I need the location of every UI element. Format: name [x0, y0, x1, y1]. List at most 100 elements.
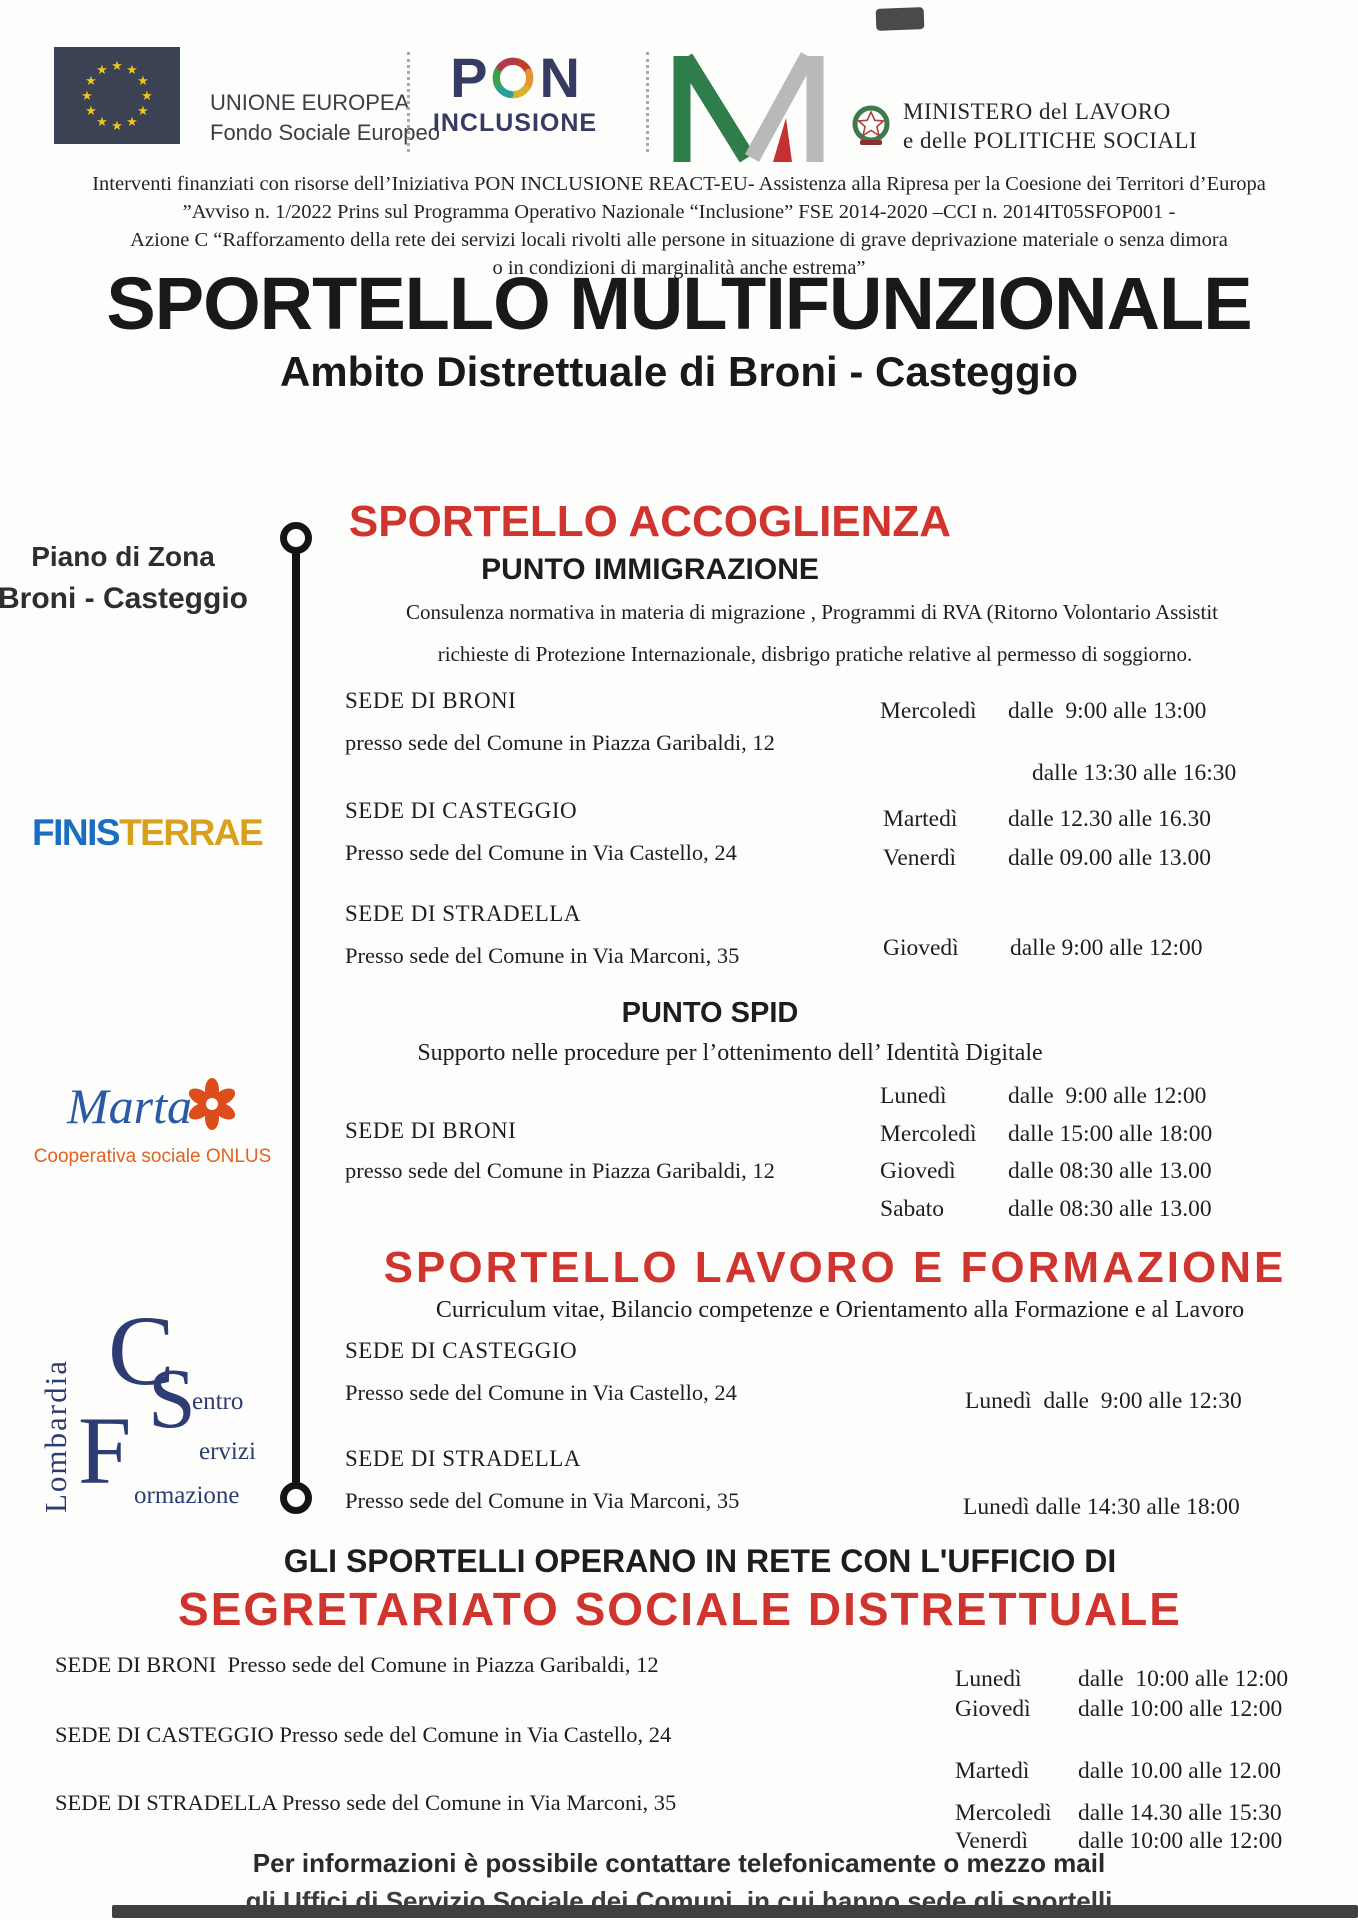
timeline-circle-top: [280, 522, 312, 554]
scan-smudge: [875, 7, 925, 31]
marta-logo: Marta Cooperativa sociale ONLUS: [30, 1078, 275, 1168]
acc-casteggio-hours2: dalle 09.00 alle 13.00: [1008, 845, 1211, 871]
seg-broni-row: SEDE DI BRONI Presso sede del Comune in …: [55, 1652, 659, 1677]
spid-hours-4: dalle 08:30 alle 13.00: [1008, 1196, 1212, 1222]
section-title-accoglienza: SPORTELLO ACCOGLIENZA: [348, 497, 952, 546]
ministry-line2: e delle POLITICHE SOCIALI: [903, 128, 1198, 153]
svg-text:★: ★: [85, 74, 97, 89]
acc-stradella-name: SEDE DI STRADELLA: [345, 901, 581, 926]
lav-stradella-schedule: Lunedì dalle 14:30 alle 18:00: [963, 1494, 1240, 1520]
acc-casteggio-address: Presso sede del Comune in Via Castello, …: [345, 840, 737, 865]
svg-text:★: ★: [111, 59, 123, 74]
marta-subtitle: Cooperativa sociale ONLUS: [33, 1146, 272, 1167]
lav-stradella-name: SEDE DI STRADELLA: [345, 1446, 581, 1471]
header-divider-right: [646, 52, 649, 152]
acc-stradella-address: Presso sede del Comune in Via Marconi, 3…: [345, 943, 740, 968]
eu-flag-icon: ★ ★★ ★★★ ★★★ ★★★: [54, 47, 180, 144]
seg-casteggio-row: SEDE DI CASTEGGIO Presso sede del Comune…: [55, 1722, 672, 1747]
spid-hours-1: dalle 9:00 alle 12:00: [1008, 1083, 1207, 1109]
marta-wordmark: Marta: [67, 1078, 192, 1134]
spid-hours-2: dalle 15:00 alle 18:00: [1008, 1121, 1213, 1147]
piano-line1: Piano di Zona: [31, 541, 215, 572]
italy-emblem-icon: [852, 105, 890, 145]
svg-text:★: ★: [137, 104, 149, 119]
segretariato-pretitle: GLI SPORTELLI OPERANO IN RETE CON L'UFFI…: [283, 1543, 1117, 1579]
eu-label: UNIONE EUROPEA Fondo Sociale Europeo: [210, 88, 440, 148]
seg-stradella-row: SEDE DI STRADELLA Presso sede del Comune…: [55, 1790, 677, 1815]
svg-text:★: ★: [111, 119, 123, 134]
spid-broni-address: presso sede del Comune in Piazza Garibal…: [345, 1158, 775, 1183]
acc-broni-hours2: dalle 13:30 alle 16:30: [1032, 760, 1237, 786]
immigrazione-desc-1: Consulenza normativa in materia di migra…: [406, 600, 1218, 624]
spid-day-3: Giovedì: [880, 1158, 956, 1184]
section-title-spid: PUNTO SPID: [621, 997, 799, 1029]
ministry-label: MINISTERO del LAVORO e delle POLITICHE S…: [903, 97, 1197, 155]
timeline-circle-bottom: [280, 1482, 312, 1514]
marta-flower-icon: [188, 1078, 236, 1130]
seg-stradella-hours2: dalle 10:00 alle 12:00: [1078, 1828, 1283, 1854]
svg-text:★: ★: [81, 89, 93, 104]
acc-broni-day1: Mercoledì: [880, 698, 977, 724]
lav-stradella-address: Presso sede del Comune in Via Marconi, 3…: [345, 1488, 740, 1513]
acc-casteggio-name: SEDE DI CASTEGGIO: [345, 798, 578, 823]
header-divider-left: [407, 52, 410, 152]
spid-desc: Supporto nelle procedure per l’ottenimen…: [417, 1040, 1043, 1066]
finisterrae-part2: TERRAE: [119, 812, 264, 853]
csf-letter-c: C: [108, 1295, 175, 1406]
finisterrae-logo: FINISTERRAE: [32, 812, 264, 854]
section-title-lavoro: SPORTELLO LAVORO E FORMAZIONE: [383, 1243, 1287, 1292]
svg-text:★: ★: [126, 115, 138, 130]
seg-broni-day2: Giovedì: [955, 1696, 1031, 1722]
svg-text:★: ★: [85, 104, 97, 119]
piano-di-zona-logo: Piano di Zona Broni - Casteggio: [0, 536, 264, 620]
seg-broni-hours1: dalle 10:00 alle 12:00: [1078, 1666, 1289, 1692]
lavoro-desc: Curriculum vitae, Bilancio competenze e …: [435, 1297, 1245, 1323]
csf-region-label: Lombardia: [38, 1358, 73, 1513]
svg-text:★: ★: [137, 74, 149, 89]
csf-letter-s: S: [148, 1350, 196, 1446]
acc-casteggio-hours1: dalle 12.30 alle 16.30: [1008, 806, 1211, 832]
acc-casteggio-day2: Venerdì: [883, 845, 957, 871]
svg-text:★: ★: [141, 89, 153, 104]
acc-broni-name: SEDE DI BRONI: [345, 688, 517, 713]
spid-day-2: Mercoledì: [880, 1121, 977, 1147]
seg-casteggio-day1: Martedì: [955, 1758, 1030, 1784]
seg-stradella-day1: Mercoledì: [955, 1800, 1052, 1826]
svg-text:★: ★: [96, 115, 108, 130]
acc-broni-address: presso sede del Comune in Piazza Garibal…: [345, 730, 775, 755]
timeline-line: [292, 546, 300, 1488]
spid-day-1: Lunedì: [880, 1083, 947, 1109]
spid-broni-name: SEDE DI BRONI: [345, 1118, 517, 1143]
page-title: SPORTELLO MULTIFUNZIONALE: [106, 262, 1252, 345]
eu-label-line2: Fondo Sociale Europeo: [210, 120, 440, 145]
section-title-segretariato: SEGRETARIATO SOCIALE DISTRETTUALE: [178, 1583, 1182, 1635]
seg-stradella-day2: Venerdì: [955, 1828, 1029, 1854]
pon-wordmark: INCLUSIONE: [432, 109, 598, 137]
seg-casteggio-hours1: dalle 10.00 alle 12.00: [1078, 1758, 1281, 1784]
pon-letter-p: P: [450, 46, 488, 109]
intro-line-4: o in condizioni di marginalità anche est…: [492, 257, 866, 279]
ml-monogram-icon: [673, 52, 824, 163]
seg-broni-hours2: dalle 10:00 alle 12:00: [1078, 1696, 1283, 1722]
ministry-line1: MINISTERO del LAVORO: [903, 99, 1171, 124]
acc-broni-hours1: dalle 9:00 alle 13:00: [1008, 698, 1207, 724]
pon-logo: P N INCLUSIONE: [425, 50, 605, 138]
intro-line-2: ”Avviso n. 1/2022 Prins sul Programma Op…: [182, 201, 1176, 223]
scan-bottom-bar: [112, 1905, 1358, 1918]
lav-casteggio-name: SEDE DI CASTEGGIO: [345, 1338, 578, 1363]
csf-word-ervizi: ervizi: [199, 1438, 256, 1465]
page-subtitle: Ambito Distrettuale di Broni - Casteggio: [279, 348, 1079, 395]
pon-letter-n: N: [539, 46, 580, 109]
seg-stradella-hours1: dalle 14.30 alle 15:30: [1078, 1800, 1282, 1826]
seg-broni-day1: Lunedì: [955, 1666, 1022, 1692]
pon-ring-icon: [493, 57, 534, 99]
intro-line-3: Azione C “Rafforzamento della rete dei s…: [130, 229, 1228, 251]
spid-hours-3: dalle 08:30 alle 13.00: [1008, 1158, 1212, 1184]
csf-letter-f: F: [78, 1397, 132, 1504]
finisterrae-part1: FINIS: [32, 812, 121, 853]
svg-text:★: ★: [96, 63, 108, 78]
acc-stradella-day1: Giovedì: [883, 935, 959, 961]
section-subtitle-immigrazione: PUNTO IMMIGRAZIONE: [481, 553, 819, 586]
lav-casteggio-schedule: Lunedì dalle 9:00 alle 12:30: [965, 1388, 1242, 1414]
